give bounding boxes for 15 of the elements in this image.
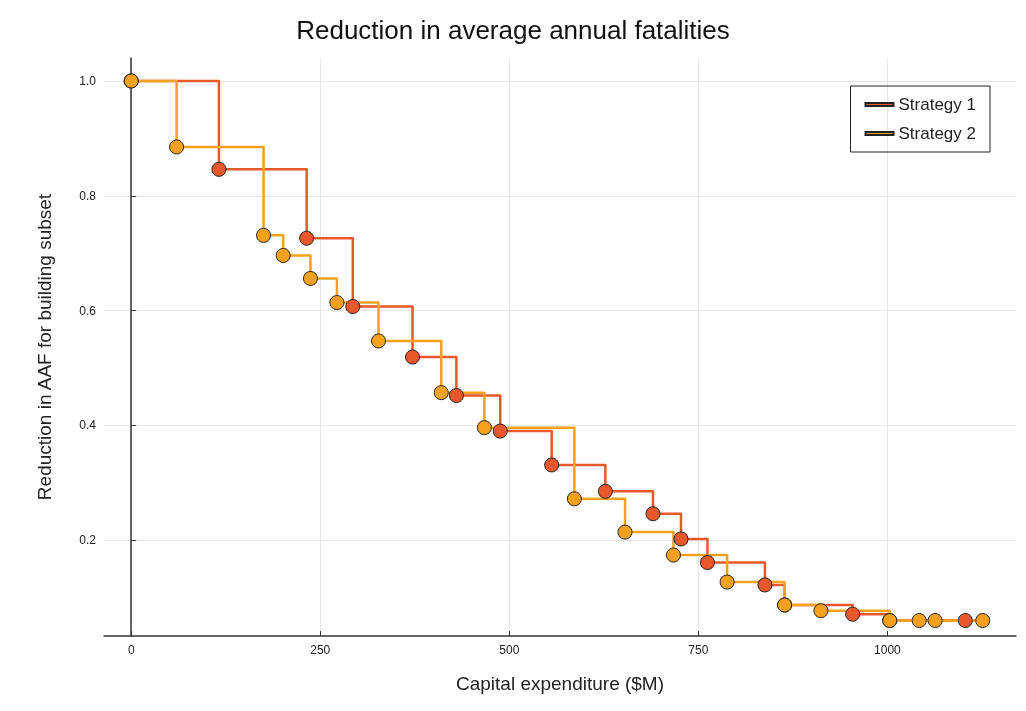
legend-label: Strategy 2 bbox=[898, 124, 977, 143]
x-tick-label: 750 bbox=[688, 643, 709, 657]
chart-title: Reduction in average annual fatalities bbox=[296, 15, 730, 45]
y-tick-label: 0.2 bbox=[79, 533, 97, 548]
x-tick-label: 1000 bbox=[874, 643, 902, 657]
y-tick-label: 1.0 bbox=[79, 73, 97, 88]
x-tick-label: 500 bbox=[499, 643, 520, 657]
y-tick-label: 0.8 bbox=[79, 188, 97, 203]
y-tick-label: 0.4 bbox=[79, 418, 97, 433]
y-tick-label: 0.6 bbox=[79, 303, 97, 318]
legend-label: Strategy 1 bbox=[898, 95, 977, 114]
x-tick-label: 0 bbox=[127, 643, 135, 657]
x-tick-label: 250 bbox=[310, 643, 331, 657]
x-axis-title: Capital expenditure ($M) bbox=[455, 673, 665, 694]
y-axis-title: Reduction in AAF for building subset bbox=[34, 193, 55, 501]
